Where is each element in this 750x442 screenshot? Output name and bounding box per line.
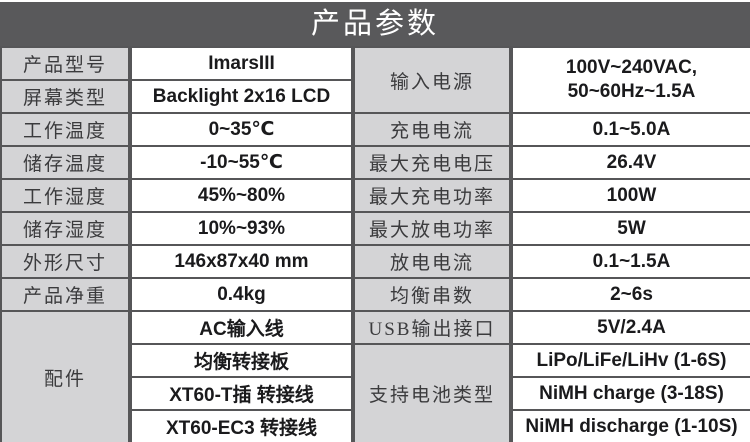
- table-row: 配件 AC输入线 USB输出接口 5V/2.4A: [0, 310, 750, 442]
- spec-value-max-charge-power: 100W: [509, 178, 750, 213]
- spec-label-storage-humidity: 储存湿度: [0, 211, 131, 246]
- spec-label-charge-current: 充电电流: [351, 112, 512, 147]
- spec-value-max-discharge-power: 5W: [509, 211, 750, 246]
- spec-value-balance-cells: 2~6s: [509, 277, 750, 312]
- spec-value-input-power: 100V~240VAC, 50~60Hz~1.5A: [509, 46, 750, 114]
- table-row: 工作湿度 45%~80% 最大充电功率 100W: [0, 178, 750, 213]
- battery-type-item-3: NiMH discharge (1-10S): [509, 409, 750, 442]
- table-title-bar: 产品参数: [0, 0, 750, 46]
- spec-label-max-charge-voltage: 最大充电电压: [351, 145, 512, 180]
- spec-value-discharge-current: 0.1~1.5A: [509, 244, 750, 279]
- table-title: 产品参数: [310, 8, 439, 40]
- spec-label-product-model: 产品型号: [0, 46, 131, 81]
- spec-label-storage-temperature: 储存温度: [0, 145, 131, 180]
- spec-value-dimensions: 146x87x40 mm: [128, 244, 354, 279]
- spec-label-discharge-current: 放电电流: [351, 244, 512, 279]
- spec-label-screen-type: 屏幕类型: [0, 79, 131, 114]
- table-row: 产品型号 ImarsIII 输入电源 100V~240VAC, 50~60Hz~…: [0, 46, 750, 114]
- table-row: 工作温度 0~35℃ 充电电流 0.1~5.0A: [0, 112, 750, 147]
- spec-table: 产品型号 ImarsIII 输入电源 100V~240VAC, 50~60Hz~…: [0, 46, 750, 442]
- battery-type-item-2: NiMH charge (3-18S): [509, 376, 750, 411]
- spec-label-net-weight: 产品净重: [0, 277, 131, 312]
- table-row: XT60-EC3 转接线 NiMH discharge (1-10S): [1, 409, 750, 442]
- accessory-item-3: XT60-T插 转接线: [128, 376, 354, 411]
- spec-value-max-charge-voltage: 26.4V: [509, 145, 750, 180]
- spec-label-working-temperature: 工作温度: [0, 112, 131, 147]
- table-row: 外形尺寸 146x87x40 mm 放电电流 0.1~1.5A: [0, 244, 750, 279]
- accessory-item-2: 均衡转接板: [128, 343, 354, 378]
- spec-value-usb-output: 5V/2.4A: [509, 310, 750, 345]
- table-row: 均衡转接板 支持电池类型 LiPo/LiFe/LiHv (1-6S): [1, 343, 750, 442]
- spec-label-dimensions: 外形尺寸: [0, 244, 131, 279]
- table-row: 储存温度 -10~55℃ 最大充电电压 26.4V: [0, 145, 750, 180]
- accessory-item-4: XT60-EC3 转接线: [128, 409, 354, 442]
- accessory-item-1: AC输入线: [128, 310, 354, 345]
- spec-value-net-weight: 0.4kg: [128, 277, 354, 312]
- spec-label-balance-cells: 均衡串数: [351, 277, 512, 312]
- spec-label-max-discharge-power: 最大放电功率: [351, 211, 512, 246]
- spec-value-charge-current: 0.1~5.0A: [509, 112, 750, 147]
- table-row: 产品净重 0.4kg 均衡串数 2~6s: [0, 277, 750, 312]
- spec-label-working-humidity: 工作湿度: [0, 178, 131, 213]
- battery-type-item-1: LiPo/LiFe/LiHv (1-6S): [509, 343, 750, 378]
- spec-value-storage-temperature: -10~55℃: [128, 145, 354, 180]
- spec-label-battery-types: 支持电池类型: [351, 343, 512, 442]
- spec-label-input-power: 输入电源: [351, 46, 512, 114]
- table-row: 储存湿度 10%~93% 最大放电功率 5W: [0, 211, 750, 246]
- spec-value-product-model: ImarsIII: [128, 46, 354, 81]
- table-row: XT60-T插 转接线 NiMH charge (3-18S): [1, 376, 750, 411]
- spec-label-accessories: 配件: [0, 310, 131, 442]
- spec-value-working-temperature: 0~35℃: [128, 112, 354, 147]
- spec-value-working-humidity: 45%~80%: [128, 178, 354, 213]
- spec-value-screen-type: Backlight 2x16 LCD: [128, 79, 354, 114]
- spec-value-storage-humidity: 10%~93%: [128, 211, 354, 246]
- table-row: 屏幕类型 Backlight 2x16 LCD: [0, 79, 750, 114]
- spec-label-usb-output: USB输出接口: [351, 310, 512, 345]
- spec-label-max-charge-power: 最大充电功率: [351, 178, 512, 213]
